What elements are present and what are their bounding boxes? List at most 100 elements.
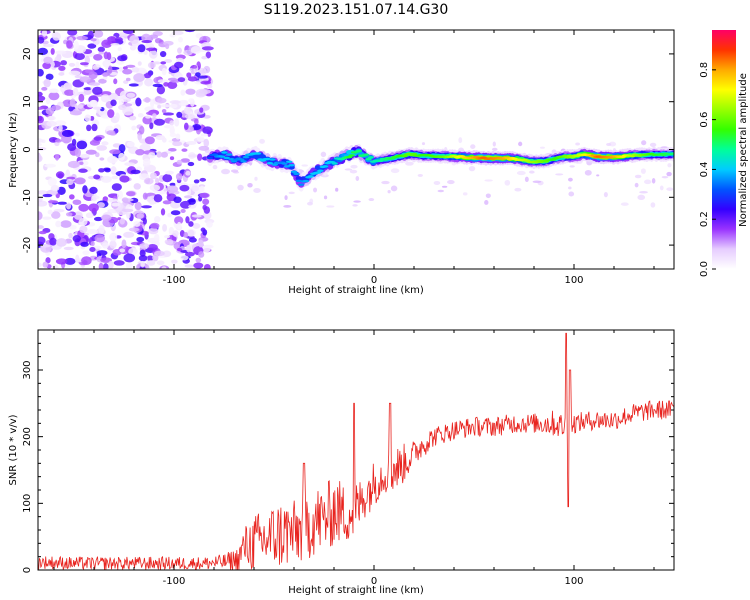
noise-speckle xyxy=(181,148,188,152)
noise-speckle xyxy=(150,99,155,108)
noise-speckle xyxy=(143,177,154,185)
noise-speckle xyxy=(113,260,125,266)
figure-title: S119.2023.151.07.14.G30 xyxy=(264,2,449,18)
x-tick-label: -100 xyxy=(163,275,186,286)
noise-speckle xyxy=(162,250,172,258)
noise-speckle xyxy=(165,170,174,175)
noise-speckle xyxy=(156,85,166,95)
noise-speckle xyxy=(185,141,197,145)
noise-speckle xyxy=(46,120,57,127)
signal-track-cell xyxy=(367,156,374,159)
noise-speckle xyxy=(60,85,66,93)
noise-speckle xyxy=(88,82,101,86)
signal-track-cell xyxy=(314,171,322,174)
noise-speckle xyxy=(125,77,131,82)
noise-speckle xyxy=(136,236,145,243)
noise-speckle xyxy=(188,98,194,103)
noise-speckle xyxy=(253,188,261,194)
noise-speckle xyxy=(65,212,73,217)
noise-speckle xyxy=(156,97,167,104)
noise-speckle xyxy=(568,177,573,182)
noise-speckle xyxy=(162,174,173,183)
signal-track-cell xyxy=(290,170,298,174)
noise-speckle xyxy=(148,227,159,235)
noise-speckle xyxy=(133,73,145,83)
noise-speckle xyxy=(118,67,124,72)
noise-speckle xyxy=(124,162,136,167)
noise-speckle xyxy=(38,36,45,44)
noise-speckle xyxy=(381,180,390,185)
noise-speckle xyxy=(55,238,67,247)
noise-speckle xyxy=(231,169,239,173)
noise-speckle xyxy=(129,45,137,51)
noise-speckle xyxy=(137,113,144,118)
noise-speckle xyxy=(119,175,130,183)
noise-speckle xyxy=(93,106,102,110)
colorbar-tick-label: 0.8 xyxy=(699,62,710,78)
noise-speckle xyxy=(185,170,191,176)
signal-track-cell xyxy=(242,155,250,159)
noise-speckle xyxy=(89,139,101,146)
noise-speckle xyxy=(185,88,196,95)
y-tick-label: 10 xyxy=(22,95,33,108)
noise-speckle xyxy=(191,185,200,192)
y-tick-label: 300 xyxy=(22,360,33,379)
noise-speckle xyxy=(184,30,196,33)
noise-speckle xyxy=(102,72,109,77)
noise-speckle xyxy=(254,176,258,181)
noise-speckle xyxy=(162,112,175,116)
noise-speckle xyxy=(54,154,60,161)
noise-speckle xyxy=(51,104,62,111)
noise-speckle xyxy=(65,169,70,177)
noise-speckle xyxy=(167,212,172,218)
noise-speckle xyxy=(368,198,375,201)
noise-speckle xyxy=(110,99,117,107)
noise-speckle xyxy=(69,98,76,108)
noise-speckle xyxy=(569,165,575,168)
noise-speckle xyxy=(149,172,157,180)
noise-speckle xyxy=(307,201,313,206)
noise-speckle xyxy=(134,201,142,211)
noise-speckle xyxy=(539,146,545,149)
noise-speckle xyxy=(639,190,648,194)
noise-speckle xyxy=(198,239,204,248)
noise-speckle xyxy=(129,115,137,121)
noise-speckle xyxy=(78,218,88,226)
noise-speckle xyxy=(80,241,89,247)
noise-speckle xyxy=(89,186,98,194)
noise-speckle xyxy=(188,204,197,209)
noise-speckle xyxy=(186,244,192,253)
noise-speckle xyxy=(187,229,195,237)
noise-speckle xyxy=(78,168,88,173)
noise-speckle xyxy=(38,47,48,56)
noise-speckle xyxy=(66,178,74,186)
noise-speckle xyxy=(121,197,129,203)
noise-speckle xyxy=(659,185,664,191)
noise-speckle xyxy=(75,254,80,263)
y-tick-label: 0 xyxy=(22,146,33,152)
noise-speckle xyxy=(123,231,135,238)
noise-speckle xyxy=(320,151,327,158)
noise-speckle xyxy=(104,168,111,173)
noise-speckle xyxy=(176,111,183,119)
noise-speckle xyxy=(172,230,179,237)
noise-speckle xyxy=(130,169,141,175)
noise-speckle xyxy=(161,137,167,143)
noise-speckle xyxy=(38,225,44,229)
noise-speckle xyxy=(114,37,123,42)
noise-speckle xyxy=(96,145,108,151)
noise-speckle xyxy=(41,86,48,91)
noise-speckle xyxy=(169,120,174,126)
snr-ylabel: SNR (10 * v/v) xyxy=(8,414,19,485)
signal-track-cell xyxy=(286,160,293,163)
noise-speckle xyxy=(75,148,81,158)
noise-speckle xyxy=(90,241,95,247)
noise-speckle xyxy=(45,73,54,81)
noise-speckle xyxy=(169,132,177,138)
noise-speckle xyxy=(458,137,463,144)
noise-speckle xyxy=(139,242,150,249)
noise-speckle xyxy=(137,44,146,53)
noise-speckle xyxy=(168,147,177,152)
noise-speckle xyxy=(188,221,194,227)
